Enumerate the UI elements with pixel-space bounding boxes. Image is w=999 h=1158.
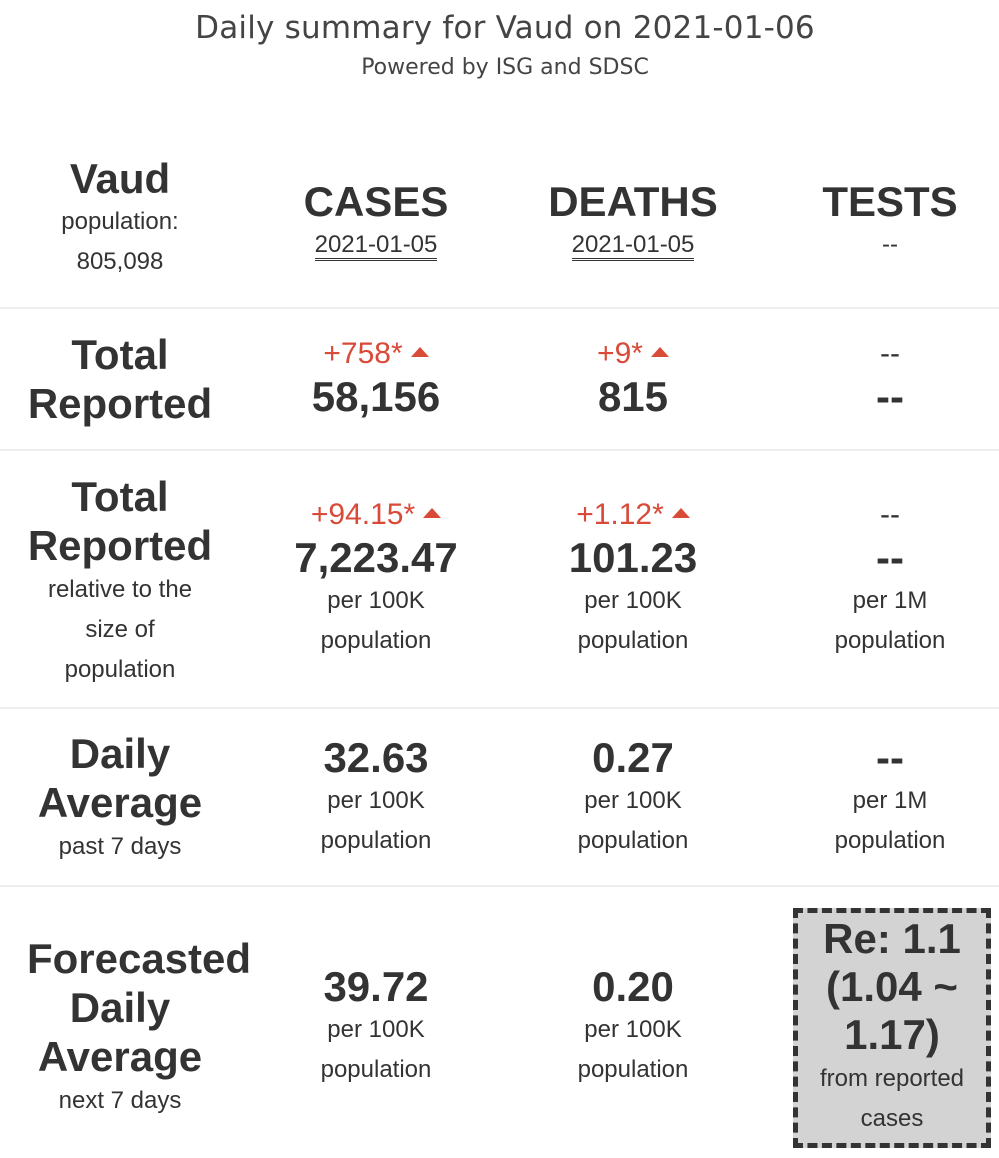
row-divider [0,449,999,451]
tests-column-header: TESTS -- [762,179,999,265]
forecast-deaths-cell: 0.20 per 100K population [505,964,761,1090]
cases-date-link[interactable]: 2021-01-05 [314,231,438,261]
total-cases-cell: +758* 58,156 [248,334,504,420]
page-title: Daily summary for Vaud on 2021-01-06 [195,10,815,46]
up-arrow-icon [671,508,690,519]
relative-deaths-cell: +1.12* 101.23 per 100K population [505,495,761,661]
row-divider [0,307,999,309]
row-divider [0,707,999,709]
daily-cases-cell: 32.63 per 100K population [248,735,504,861]
deaths-date-link[interactable]: 2021-01-05 [571,231,695,261]
row-divider [0,885,999,887]
forecast-label: Forecasted [26,935,252,982]
total-deaths-value: 815 [597,373,669,420]
forecast-label-rest: Daily Average next 7 days [37,984,203,1114]
forecast-cases-value: 39.72 [323,963,429,1010]
relative-tests-cell: -- -- per 1M population [762,495,999,661]
total-tests-value: -- [876,373,904,420]
relative-cases-cell: +94.15* 7,223.47 per 100K population [248,495,504,661]
re-estimate-box: Re: 1.1 (1.04 ~ 1.17) from reported case… [793,908,991,1148]
tests-header-label: TESTS [822,178,958,225]
deaths-column-header: DEATHS 2021-01-05 [505,179,761,265]
daily-deaths-value: 0.27 [592,734,674,781]
up-arrow-icon [423,508,442,519]
deaths-header-label: DEATHS [548,178,718,225]
total-deaths-delta: +9* [505,334,761,374]
region-info: Vaud population: 805,098 [0,156,240,282]
cases-header-label: CASES [303,178,449,225]
total-reported-label: Total Reported [27,331,213,427]
daily-tests-cell: -- per 1M population [762,735,999,861]
daily-cases-value: 32.63 [323,734,429,781]
up-arrow-icon [650,347,669,358]
relative-tests-delta: -- [880,498,900,531]
population-label: population: [61,208,179,235]
tests-date: -- [882,231,898,258]
daily-deaths-cell: 0.27 per 100K population [505,735,761,861]
total-tests-cell: -- -- [762,334,999,420]
relative-cases-value: 7,223.47 [294,534,458,581]
forecast-deaths-value: 0.20 [592,963,674,1010]
total-tests-delta: -- [880,337,900,370]
relative-deaths-value: 101.23 [568,534,698,581]
re-interval-start: (1.04 ~ [826,963,958,1010]
re-interval-end: 1.17) [844,1011,940,1058]
relative-tests-value: -- [876,534,904,581]
daily-tests-value: -- [876,734,904,781]
population-value: 805,098 [76,248,164,275]
daily-average-label: Daily Average past 7 days [37,730,203,860]
region-name: Vaud [69,155,171,202]
page-subtitle: Powered by ISG and SDSC [361,55,649,80]
relative-deaths-delta: +1.12* [505,495,761,535]
re-value: Re: 1.1 [823,915,961,962]
forecast-cases-cell: 39.72 per 100K population [248,964,504,1090]
relative-cases-delta: +94.15* [248,495,504,535]
up-arrow-icon [410,347,429,358]
total-cases-value: 58,156 [311,373,441,420]
relative-label: Total Reported relative to the size of p… [27,473,213,683]
total-deaths-cell: +9* 815 [505,334,761,420]
cases-column-header: CASES 2021-01-05 [248,179,504,265]
total-cases-delta: +758* [248,334,504,374]
